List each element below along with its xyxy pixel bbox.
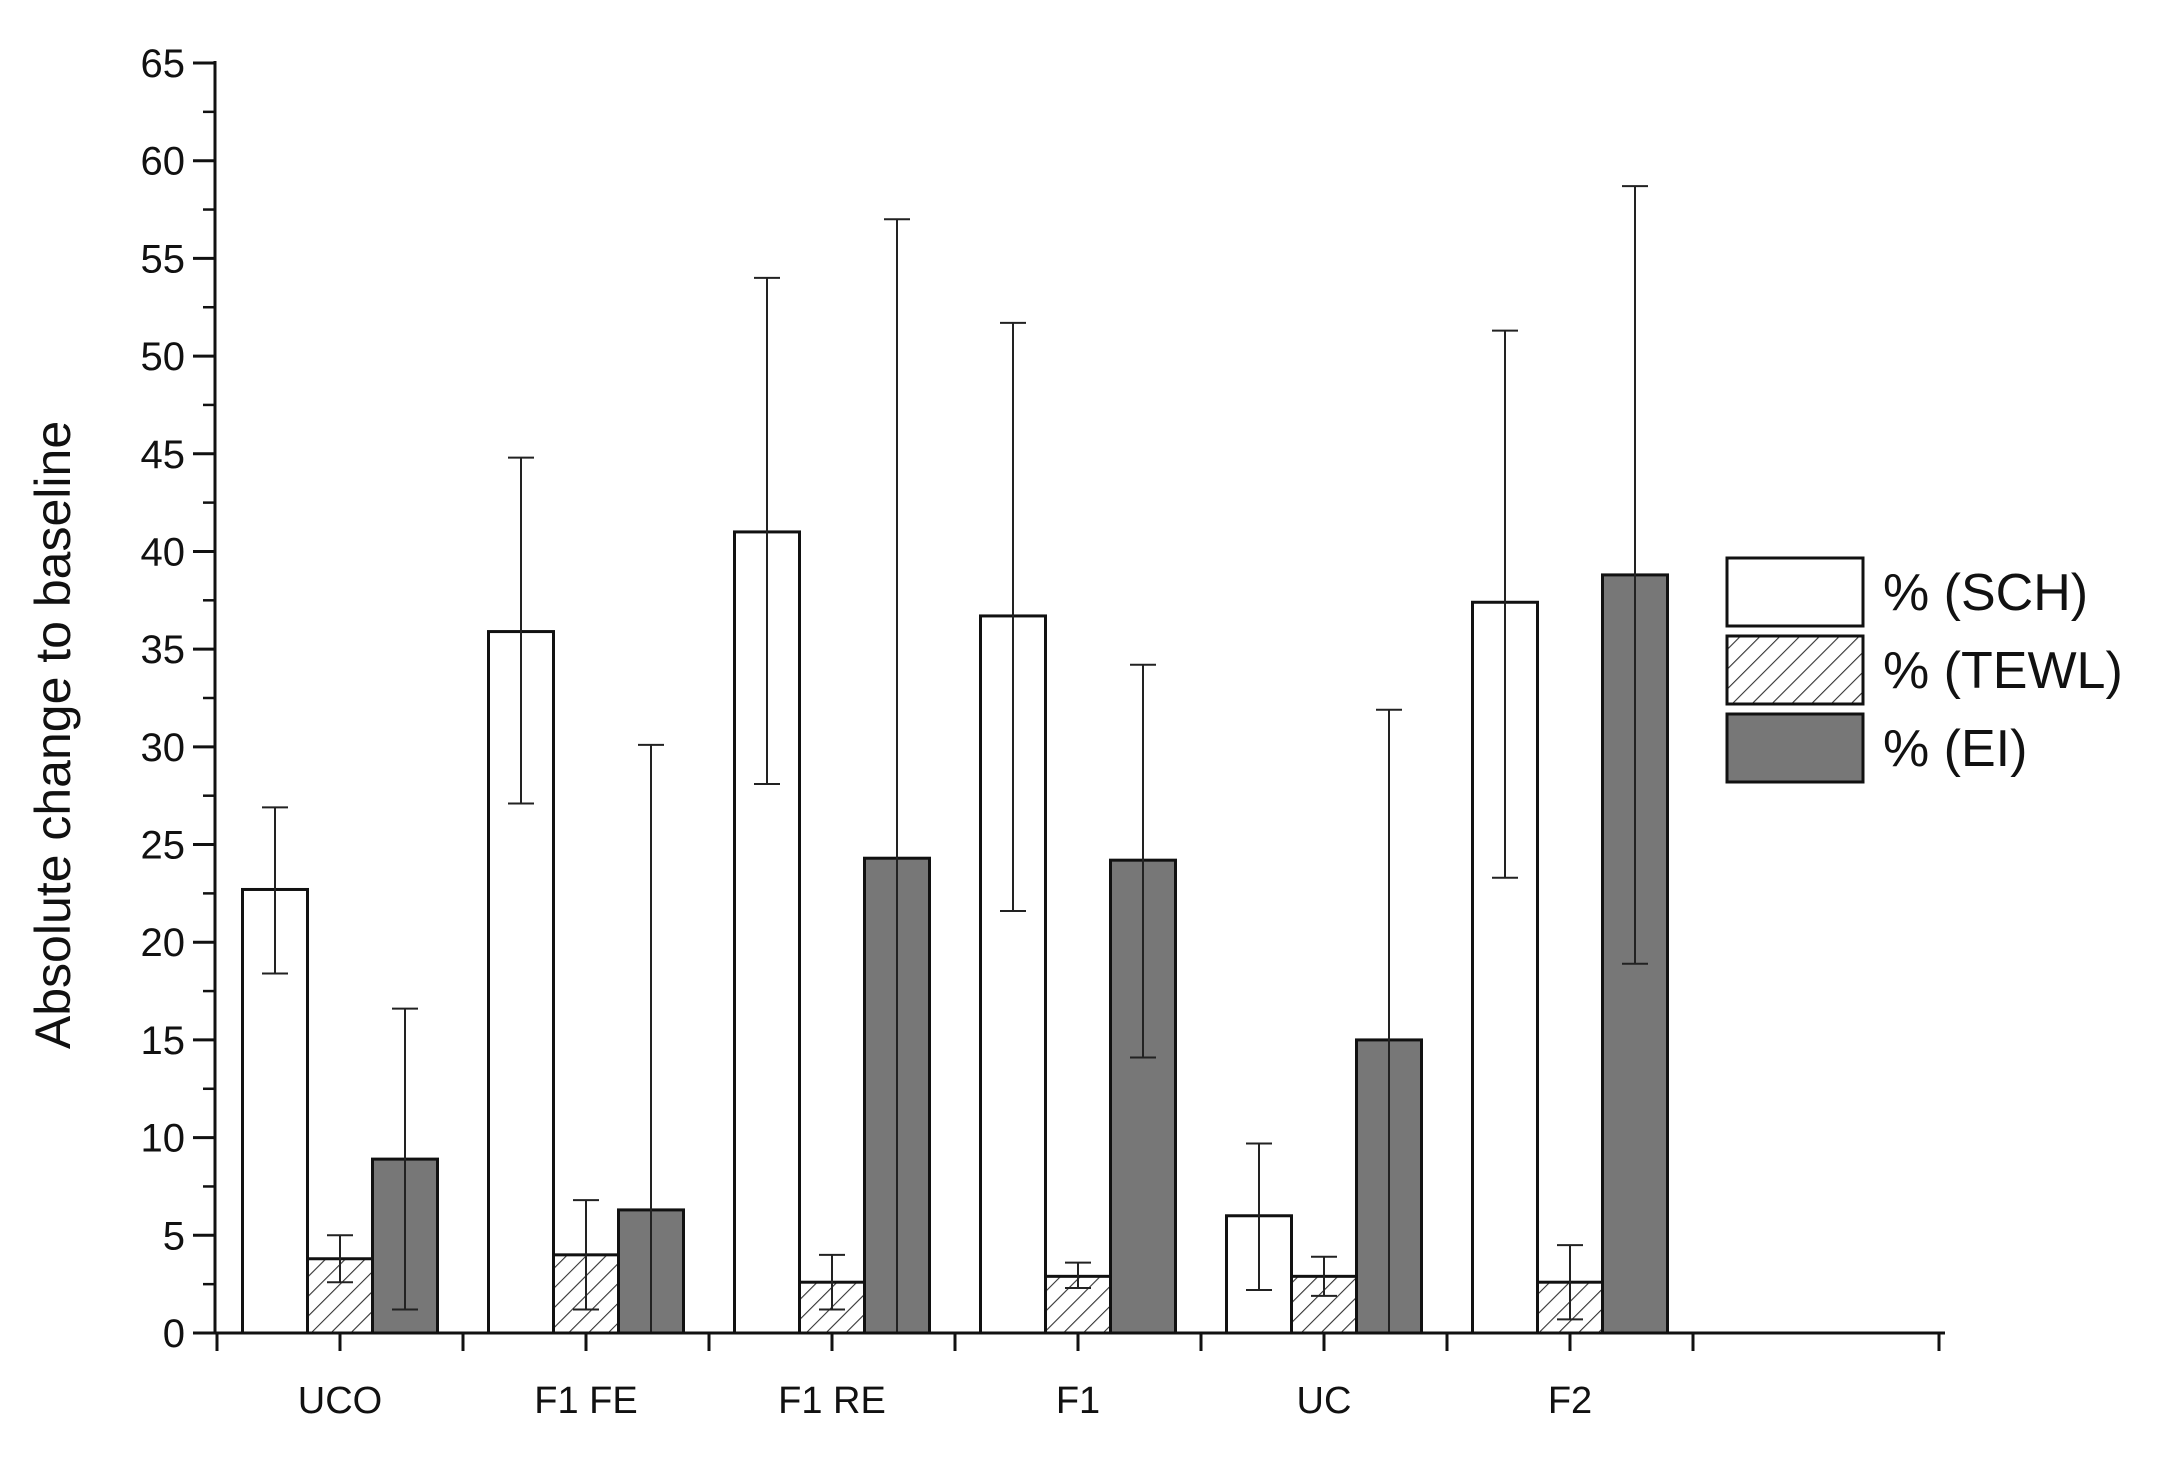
y-tick-label: 0 xyxy=(163,1312,185,1356)
error-bars-layer xyxy=(262,185,1648,1333)
legend-swatch-hatched xyxy=(1725,634,1865,706)
error-bar-hatched-f1 xyxy=(1065,1261,1091,1290)
x-tick-label-f2: F2 xyxy=(1548,1380,1592,1422)
y-tick-label: 20 xyxy=(141,921,186,965)
y-tick-label: 40 xyxy=(141,530,186,574)
error-bar-hatched-f2 xyxy=(1557,1244,1583,1321)
legend-label-hatched: % (TEWL) xyxy=(1883,642,2123,700)
error-bar-white-f2 xyxy=(1492,329,1518,879)
error-bar-gray-uc xyxy=(1376,708,1402,1333)
error-bar-white-f1 xyxy=(1000,321,1026,912)
error-bar-hatched-f1-fe xyxy=(573,1199,599,1311)
y-tick-label: 35 xyxy=(141,628,186,672)
x-tick-label-uco: UCO xyxy=(298,1380,382,1422)
x-tick-label-f1-fe: F1 FE xyxy=(534,1380,637,1422)
error-bar-white-f1-fe xyxy=(508,456,534,805)
bars-layer xyxy=(241,530,1669,1335)
error-bar-white-f1-re xyxy=(754,276,780,785)
y-tick-label: 45 xyxy=(141,433,186,477)
axes-layer: 0 5 10 15 20 25 30 35 40 45 50 55 60 65 UCO F1 FE F1 RE F… xyxy=(141,42,1945,1422)
error-bar-hatched-uco xyxy=(327,1234,353,1284)
legend-label-white: % (SCH) xyxy=(1883,564,2088,622)
y-tick-label: 50 xyxy=(141,335,186,379)
legend-swatch-white xyxy=(1725,556,1865,628)
error-bar-gray-f1 xyxy=(1130,663,1156,1059)
legend-label-gray: % (EI) xyxy=(1883,720,2027,778)
error-bar-gray-f2 xyxy=(1622,185,1648,965)
error-bar-white-uco xyxy=(262,806,288,975)
y-tick-label: 30 xyxy=(141,726,186,770)
y-tick-label: 5 xyxy=(163,1214,185,1258)
legend: % (SCH) % (TEWL) % (EI) xyxy=(1725,556,2123,784)
x-tick-label-f1-re: F1 RE xyxy=(778,1380,886,1422)
x-tick-label-f1: F1 xyxy=(1056,1380,1100,1422)
error-bar-hatched-f1-re xyxy=(819,1253,845,1311)
y-tick-label: 25 xyxy=(141,824,186,868)
bar-white-f1-fe xyxy=(487,630,555,1335)
y-axis-label: Absolute change to baseline xyxy=(25,421,81,1049)
error-bar-gray-f1-re xyxy=(884,218,910,1333)
y-tick-label: 15 xyxy=(141,1019,186,1063)
error-bar-hatched-uc xyxy=(1311,1255,1337,1297)
error-bar-gray-f1-fe xyxy=(638,743,664,1333)
error-bar-white-uc xyxy=(1246,1142,1272,1292)
legend-swatch-gray xyxy=(1725,712,1865,784)
y-tick-label: 55 xyxy=(141,237,186,281)
y-tick-label: 60 xyxy=(141,140,186,184)
y-tick-label: 10 xyxy=(141,1117,186,1161)
error-bar-gray-uco xyxy=(392,1007,418,1311)
y-tick-label: 65 xyxy=(141,42,186,86)
x-tick-label-uc: UC xyxy=(1297,1380,1352,1422)
